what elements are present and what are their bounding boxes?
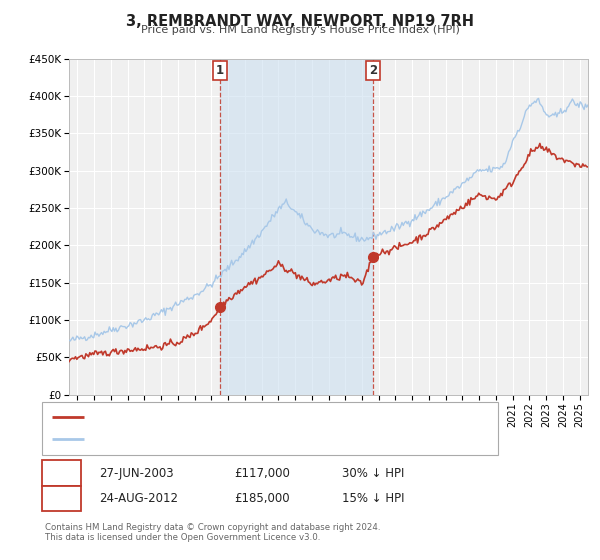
Text: 1: 1 (58, 466, 65, 480)
Text: £117,000: £117,000 (234, 466, 290, 480)
Text: 27-JUN-2003: 27-JUN-2003 (99, 466, 173, 480)
Text: This data is licensed under the Open Government Licence v3.0.: This data is licensed under the Open Gov… (45, 533, 320, 542)
Text: £185,000: £185,000 (234, 492, 290, 505)
Text: HPI: Average price, detached house, Newport: HPI: Average price, detached house, Newp… (90, 435, 327, 445)
Text: 3, REMBRANDT WAY, NEWPORT, NP19 7RH (detached house): 3, REMBRANDT WAY, NEWPORT, NP19 7RH (det… (90, 412, 406, 422)
Text: 1: 1 (215, 64, 224, 77)
Text: 24-AUG-2012: 24-AUG-2012 (99, 492, 178, 505)
Text: 2: 2 (369, 64, 377, 77)
Text: 3, REMBRANDT WAY, NEWPORT, NP19 7RH: 3, REMBRANDT WAY, NEWPORT, NP19 7RH (126, 14, 474, 29)
Text: 30% ↓ HPI: 30% ↓ HPI (342, 466, 404, 480)
Text: 2: 2 (58, 492, 65, 505)
Text: Contains HM Land Registry data © Crown copyright and database right 2024.: Contains HM Land Registry data © Crown c… (45, 523, 380, 532)
Bar (220, 59, 373, 395)
Text: Price paid vs. HM Land Registry's House Price Index (HPI): Price paid vs. HM Land Registry's House … (140, 25, 460, 35)
Text: 15% ↓ HPI: 15% ↓ HPI (342, 492, 404, 505)
